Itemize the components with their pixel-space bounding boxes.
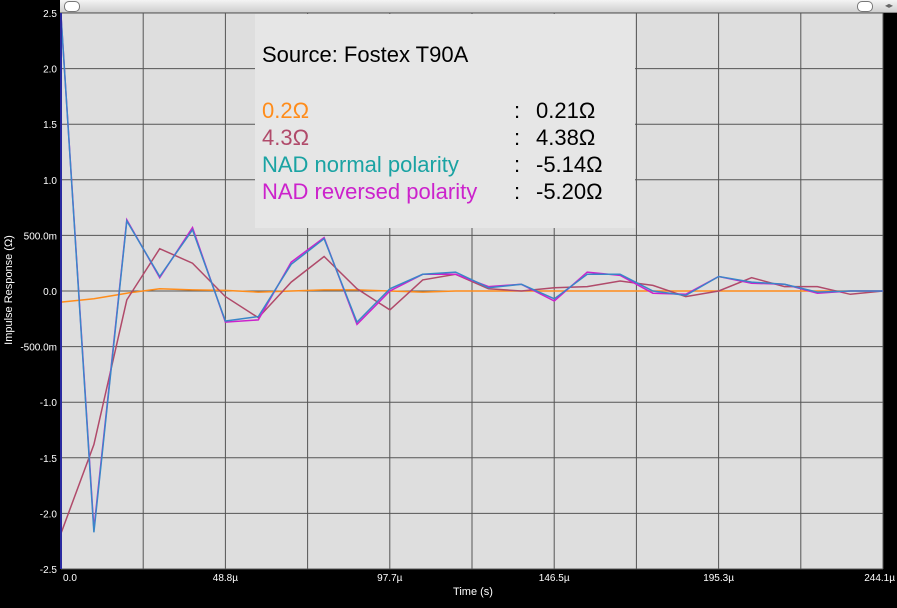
legend-box <box>255 14 635 228</box>
scroll-arrows-icon[interactable]: ◂▸ <box>884 1 893 10</box>
y-tick-label: 0.0 <box>43 287 57 298</box>
scroll-left-thumb[interactable] <box>64 1 80 12</box>
series-line-4 <box>60 15 884 533</box>
legend-series-name: NAD normal polarity <box>262 152 459 177</box>
legend-series-name: 0.2Ω <box>262 98 309 123</box>
legend-series-value: 4.38Ω <box>536 125 595 150</box>
x-tick-label: 244.1µ <box>864 573 895 584</box>
y-tick-label: -1.0 <box>40 398 58 409</box>
x-tick-label: 195.3µ <box>703 573 734 584</box>
legend-series-value: -5.14Ω <box>536 152 603 177</box>
x-tick-label: 97.7µ <box>377 573 402 584</box>
legend-series-name: 4.3Ω <box>262 125 309 150</box>
y-tick-label: 1.5 <box>43 120 57 131</box>
y-tick-label: -2.0 <box>40 509 58 520</box>
legend-separator: : <box>514 152 520 177</box>
legend-series-value: 0.21Ω <box>536 98 595 123</box>
x-tick-labels: 0.0 48.8µ 97.7µ 146.5µ 195.3µ 244.1µ <box>63 573 895 584</box>
y-tick-label: 2.0 <box>43 65 57 76</box>
y-axis-label: Impulse Response (Ω) <box>3 235 15 345</box>
x-tick-label: 0.0 <box>63 573 77 584</box>
chart-title: Source: Fostex T90A <box>262 42 469 67</box>
x-axis-label: Time (s) <box>453 586 493 598</box>
scroll-right-thumb[interactable] <box>857 1 873 12</box>
y-tick-label: -500.0m <box>20 343 57 354</box>
y-tick-label: -1.5 <box>40 454 58 465</box>
legend-series-value: -5.20Ω <box>536 179 603 204</box>
y-tick-labels: 2.5 2.0 1.5 1.0 500.0m 0.0 -500.0m -1.0 -1.5 -2.0… <box>20 9 57 576</box>
horizontal-scrollbar[interactable]: ◂▸ <box>60 0 897 13</box>
legend-separator: : <box>514 125 520 150</box>
legend-series-name: NAD reversed polarity <box>262 179 477 204</box>
y-tick-label: 1.0 <box>43 176 57 187</box>
y-tick-label: 2.5 <box>43 9 57 20</box>
legend-separator: : <box>514 179 520 204</box>
series-line-1 <box>60 288 884 303</box>
series-line-2 <box>60 247 884 534</box>
legend-separator: : <box>514 98 520 123</box>
series-lines <box>60 15 884 534</box>
x-tick-label: 48.8µ <box>213 573 238 584</box>
y-tick-label: -2.5 <box>40 565 58 576</box>
x-tick-label: 146.5µ <box>539 573 570 584</box>
y-tick-label: 500.0m <box>24 231 57 242</box>
